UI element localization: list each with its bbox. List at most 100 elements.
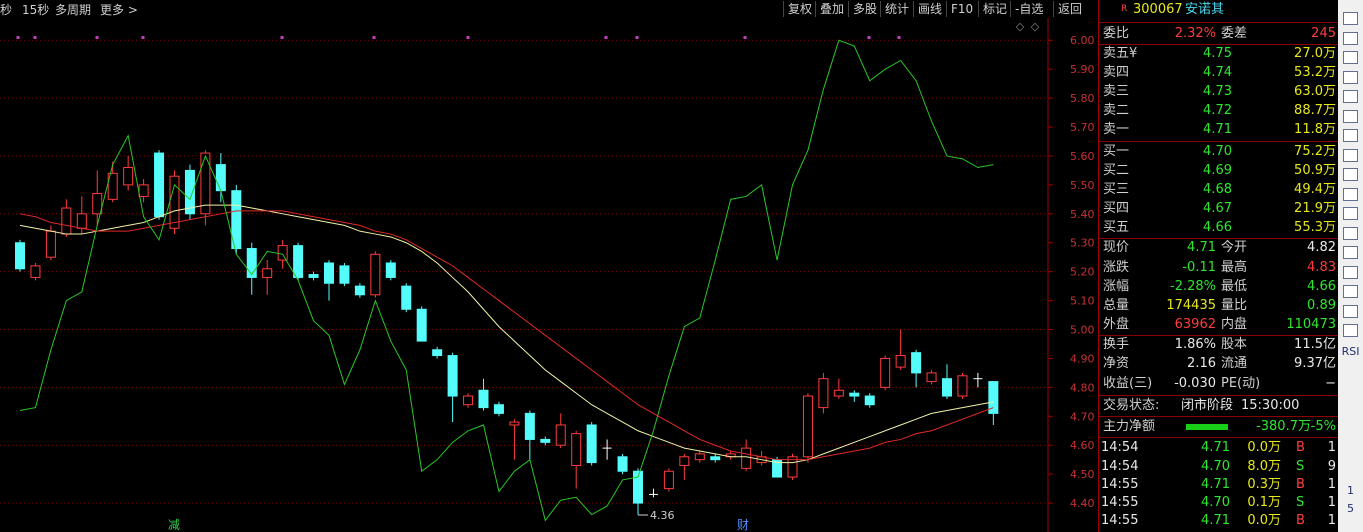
trade-volume: 0.1万: [1247, 495, 1281, 510]
separator: [1099, 141, 1339, 142]
tool-icon[interactable]: [1343, 51, 1358, 64]
candle-body: [741, 447, 752, 469]
toolbar-button[interactable]: -自选: [1010, 1, 1047, 17]
candle-body: [76, 213, 87, 229]
toolbar-button[interactable]: 多股: [848, 1, 881, 17]
tool-icon[interactable]: [1343, 168, 1358, 181]
order-volume: 21.9万: [1294, 201, 1336, 216]
tool-label[interactable]: 1: [1347, 484, 1354, 497]
stat-label: 今开: [1221, 240, 1248, 255]
candle-body: [478, 389, 489, 409]
low-label: 4.36: [650, 509, 675, 522]
tool-icon[interactable]: [1343, 90, 1358, 103]
y-tick-label: 4.80: [1070, 381, 1095, 394]
stat-value: 4.83: [1307, 260, 1336, 275]
order-price: 4.73: [1203, 84, 1232, 99]
trade-volume: 0.3万: [1247, 477, 1281, 492]
order-volume: 75.2万: [1294, 144, 1336, 159]
candle-body: [957, 375, 968, 397]
stat-value: 4.82: [1307, 240, 1336, 255]
indicator-line: [19, 210, 994, 461]
flow-bar: [1186, 424, 1228, 430]
tool-icon[interactable]: [1343, 246, 1358, 259]
tool-label[interactable]: 5: [1347, 502, 1354, 515]
stat-value: 174435: [1166, 298, 1216, 313]
candle-body: [617, 456, 628, 472]
candle-body: [61, 207, 72, 235]
candle-body: [262, 268, 273, 278]
trade-price: 4.70: [1201, 459, 1230, 474]
trade-volume: 0.0万: [1247, 440, 1281, 455]
trade-volume: 0.0万: [1247, 513, 1281, 528]
order-price: 4.75: [1203, 46, 1232, 61]
order-label: 买二: [1103, 163, 1130, 178]
tool-icon[interactable]: [1343, 304, 1358, 318]
candle-body: [849, 392, 860, 397]
candle-body: [540, 438, 551, 443]
tool-icon[interactable]: [1343, 148, 1358, 162]
status-label: 交易状态:: [1103, 398, 1160, 413]
tool-icon[interactable]: [1343, 12, 1358, 25]
event-dot: [635, 36, 639, 39]
candle-body: [154, 152, 165, 218]
order-volume: 50.9万: [1294, 163, 1336, 178]
candle-body: [416, 308, 427, 342]
stat-label: 最低: [1221, 279, 1248, 294]
candle-body: [663, 470, 674, 490]
y-tick-label: 5.50: [1070, 179, 1095, 192]
tool-icon[interactable]: [1343, 129, 1358, 142]
tool-icon[interactable]: [1343, 70, 1358, 84]
candle-body: [15, 242, 25, 270]
candle-body: [45, 230, 56, 258]
toolbar-button[interactable]: 返回: [1053, 1, 1086, 17]
stat-value: -0.11: [1182, 260, 1216, 275]
candle-body: [308, 274, 319, 278]
label: 委比: [1103, 26, 1130, 41]
toolbar-button[interactable]: 统计: [880, 1, 913, 17]
tool-label[interactable]: RSI: [1341, 345, 1360, 358]
toolbar-button[interactable]: 复权: [783, 1, 816, 17]
event-dot: [95, 36, 99, 39]
tool-icon[interactable]: [1343, 265, 1358, 279]
trade-price: 4.71: [1201, 440, 1230, 455]
order-volume: 88.7万: [1294, 103, 1336, 118]
tool-icon[interactable]: [1343, 31, 1358, 45]
event-dot: [604, 36, 608, 39]
order-price: 4.72: [1203, 103, 1232, 118]
toolbar-button[interactable]: 画线: [913, 1, 946, 17]
stat-value: 0.89: [1307, 298, 1336, 313]
toolbar-button[interactable]: 标记: [978, 1, 1011, 17]
candle-body: [555, 424, 566, 446]
candle-body: [493, 404, 504, 414]
tool-icon[interactable]: [1343, 187, 1358, 201]
stat-value: 63962: [1174, 317, 1216, 332]
stat-label: 涨幅: [1103, 279, 1130, 294]
candle-body: [463, 395, 474, 406]
y-tick-label: 4.60: [1070, 439, 1095, 452]
candle-body: [138, 184, 149, 197]
stat-value: -2.28%: [1170, 279, 1216, 294]
order-price: 4.68: [1203, 182, 1232, 197]
candle-body: [942, 378, 952, 397]
indicator-line: [19, 39, 994, 522]
stat-label: 净资: [1103, 356, 1130, 371]
tool-icon[interactable]: [1343, 109, 1358, 123]
tool-icon[interactable]: [1343, 226, 1358, 240]
kline-chart: ◇ ◇ 4.36 减 财 6.00 5.90 5.80 5.70 5.60 5.50 5.4…: [0, 18, 1095, 532]
separator: [1099, 395, 1339, 396]
y-tick-label: 4.90: [1070, 352, 1095, 365]
toolbar-button[interactable]: F10: [946, 1, 977, 17]
tool-icon[interactable]: [1343, 324, 1358, 337]
toolbar-button[interactable]: 叠加: [815, 1, 848, 17]
tool-icon[interactable]: [1343, 285, 1358, 298]
toolbar-item[interactable]: 15秒: [22, 3, 50, 17]
toolbar-item[interactable]: 多周期: [55, 3, 92, 17]
candle-body: [864, 395, 875, 406]
trade-time: 14:55: [1101, 495, 1139, 510]
order-price: 4.69: [1203, 163, 1232, 178]
separator: [1099, 416, 1339, 417]
order-label: 买五: [1103, 220, 1130, 235]
market-flag: R: [1121, 4, 1128, 14]
tool-icon[interactable]: [1343, 207, 1358, 220]
toolbar-item[interactable]: 更多 >: [100, 3, 138, 17]
